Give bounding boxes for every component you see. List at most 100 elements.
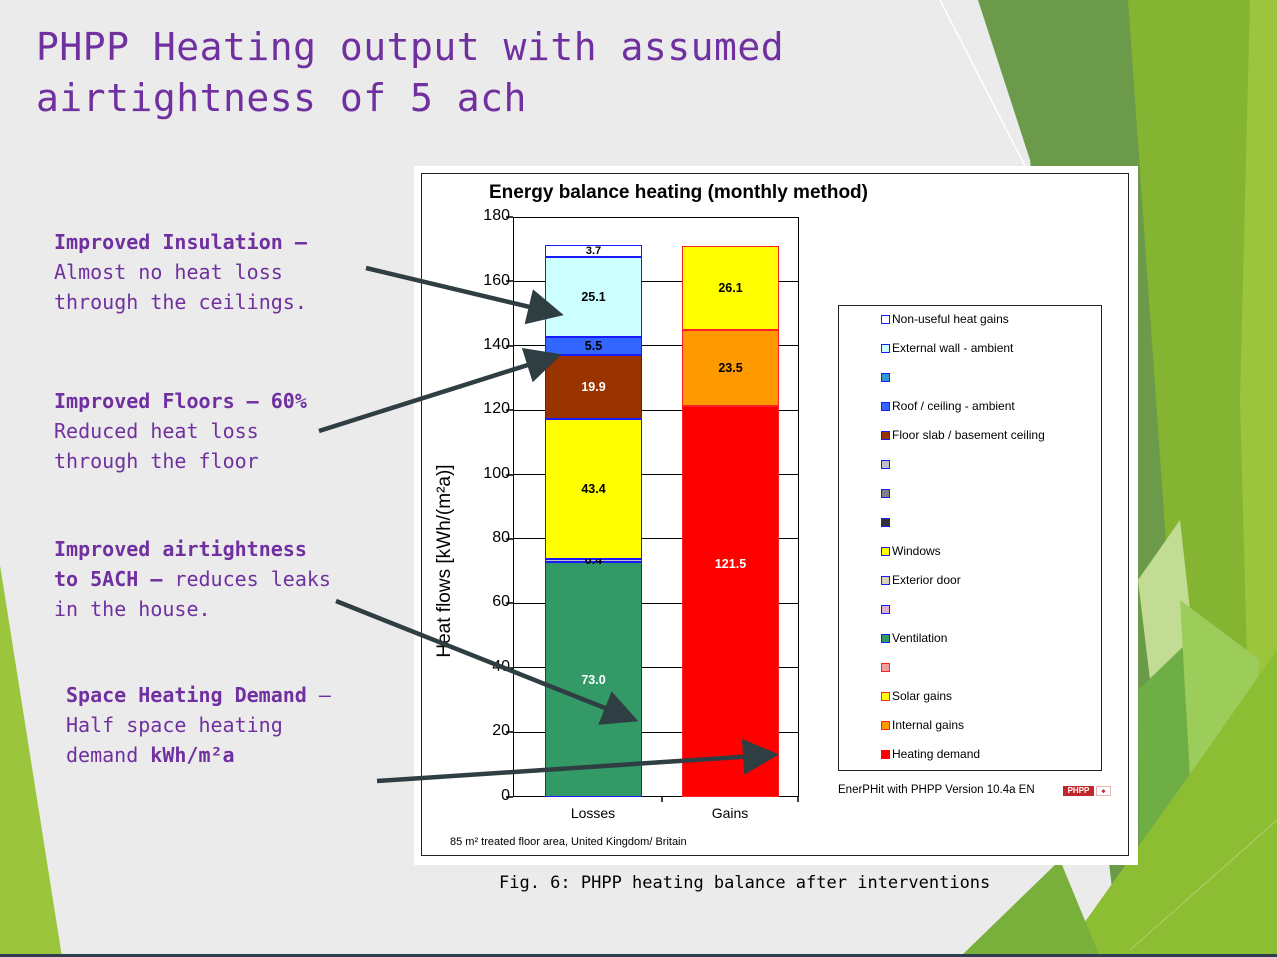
bar-losses: 73.0 0.4 43.4 19.9 5.5 25.1 3.7 <box>545 245 642 797</box>
legend-label: Floor slab / basement ceiling <box>892 428 1045 442</box>
phpp-logo-icon: ◆ <box>1096 786 1111 796</box>
legend-label: Windows <box>892 544 941 558</box>
segment-exterior-door <box>545 559 642 562</box>
data-label: 26.1 <box>718 281 743 295</box>
legend-swatch <box>881 314 890 324</box>
legend-item: Ventilation <box>881 630 947 646</box>
phpp-logo: PHPP ◆ <box>1063 786 1111 798</box>
y-tick: 180 <box>483 207 510 224</box>
data-label: 23.5 <box>718 361 743 375</box>
figure-caption: Fig. 6: PHPP heating balance after inter… <box>499 873 991 893</box>
note-heating-demand-line3: demand <box>66 743 151 767</box>
slide-title: PHPP Heating output with assumed airtigh… <box>36 22 784 124</box>
y-tick: 40 <box>492 658 510 675</box>
legend-label: Non-useful heat gains <box>892 312 1009 326</box>
legend-swatch <box>881 720 890 730</box>
segment-floor-slab: 19.9 <box>545 355 642 419</box>
legend-label: Ventilation <box>892 631 948 645</box>
legend-item: Solar gains <box>881 688 952 704</box>
y-tick: 0 <box>501 787 510 804</box>
data-label: 43.4 <box>581 482 606 496</box>
segment-solar-gains: 26.1 <box>682 246 779 330</box>
legend-swatch <box>881 430 890 440</box>
note-airtightness-line3: in the house. <box>54 597 211 621</box>
legend-swatch <box>881 401 890 411</box>
y-tick: 100 <box>483 465 510 482</box>
note-heating-demand-unit: kWh/m²a <box>150 743 235 767</box>
note-heating-demand-heading: Space Heating Demand <box>66 683 307 707</box>
note-insulation-line2: through the ceilings. <box>54 290 307 314</box>
note-heating-demand-line2: Half space heating <box>66 713 283 737</box>
note-airtightness-heading2: to 5ACH – <box>54 567 163 591</box>
y-tick: 80 <box>492 529 510 546</box>
legend-item: Heating demand <box>881 746 980 762</box>
gridline <box>514 667 798 668</box>
note-insulation-heading: Improved Insulation – <box>54 230 307 254</box>
legend-item <box>881 485 892 501</box>
legend-item: Non-useful heat gains <box>881 311 1009 327</box>
legend-swatch <box>881 343 890 353</box>
data-label: 19.9 <box>581 380 606 394</box>
legend-swatch <box>881 604 890 614</box>
segment-roof-ceiling: 5.5 <box>545 337 642 355</box>
y-tick: 60 <box>492 593 510 610</box>
data-label: 73.0 <box>581 672 606 687</box>
legend-item: External wall - ambient <box>881 340 1013 356</box>
data-label: 25.1 <box>581 290 606 304</box>
note-floors-heading: Improved Floors – 60% <box>54 389 307 413</box>
legend-swatch <box>881 488 890 498</box>
note-airtightness-heading: Improved airtightness <box>54 537 307 561</box>
chart-footnote: 85 m² treated floor area, United Kingdom… <box>450 836 687 848</box>
segment-non-useful-gains: 3.7 <box>545 245 642 257</box>
note-floors: Improved Floors – 60% Reduced heat loss … <box>54 386 307 476</box>
x-label-gains: Gains <box>711 805 749 821</box>
legend-swatch <box>881 749 890 759</box>
legend-item: Internal gains <box>881 717 964 733</box>
data-label: 3.7 <box>585 245 602 257</box>
legend-swatch <box>881 662 890 672</box>
gridline <box>514 345 798 346</box>
y-axis-label: Heat flows [kWh/(m²a)] <box>434 464 455 658</box>
data-label: 5.5 <box>584 339 603 353</box>
legend-item: Floor slab / basement ceiling <box>881 427 1045 443</box>
gridline <box>514 732 798 733</box>
note-airtightness: Improved airtightness to 5ACH – reduces … <box>54 534 331 624</box>
legend-label: Exterior door <box>892 573 961 587</box>
x-label-losses: Losses <box>570 805 616 821</box>
chart-title: Energy balance heating (monthly method) <box>489 182 868 203</box>
legend-label: Internal gains <box>892 718 965 732</box>
legend-item: Roof / ceiling - ambient <box>881 398 1015 414</box>
legend-swatch <box>881 517 890 527</box>
y-tick: 120 <box>483 400 510 417</box>
gridline <box>514 474 798 475</box>
legend-item <box>881 456 892 472</box>
phpp-logo-text: PHPP <box>1063 786 1094 796</box>
legend-swatch <box>881 372 890 382</box>
legend-label: External wall - ambient <box>892 341 1014 355</box>
legend-swatch <box>881 459 890 469</box>
legend-swatch <box>881 633 890 643</box>
gridline <box>514 281 798 282</box>
segment-internal-gains: 23.5 <box>682 330 779 406</box>
phpp-version-label: EnerPHit with PHPP Version 10.4a EN <box>838 784 1035 796</box>
note-airtightness-text: reduces leaks <box>162 567 331 591</box>
gridline <box>514 603 798 604</box>
chart-border <box>421 173 1129 856</box>
legend-label: Solar gains <box>892 689 953 703</box>
slide-title-line1: PHPP Heating output with assumed <box>36 25 785 69</box>
chart-legend: Non-useful heat gains External wall - am… <box>838 305 1102 771</box>
y-tick: 20 <box>492 722 510 739</box>
bar-gains: 121.5 23.5 26.1 <box>682 246 779 797</box>
segment-heating-demand: 121.5 <box>682 406 779 797</box>
gridline <box>514 538 798 539</box>
legend-item <box>881 514 892 530</box>
note-insulation: Improved Insulation – Almost no heat los… <box>54 227 307 317</box>
note-heating-demand: Space Heating Demand – Half space heatin… <box>66 680 331 770</box>
legend-swatch <box>881 546 890 556</box>
legend-label: Heating demand <box>892 747 981 761</box>
segment-external-wall: 25.1 <box>545 257 642 337</box>
y-tick: 140 <box>483 336 510 353</box>
legend-swatch <box>881 575 890 585</box>
legend-item <box>881 601 892 617</box>
data-label: 121.5 <box>714 557 747 571</box>
